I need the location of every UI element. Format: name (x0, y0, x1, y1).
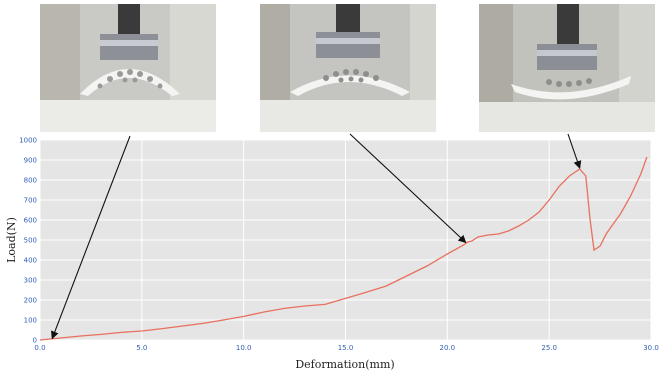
y-tick-label: 500 (24, 237, 37, 245)
y-tick-label: 700 (24, 197, 37, 205)
y-axis-label: Load(N) (5, 217, 18, 263)
grid (39, 139, 652, 341)
x-tick-labels: 0.0 5.0 10.0 15.0 20.0 25.0 30.0 (34, 344, 658, 352)
y-tick-label: 1000 (19, 137, 37, 145)
y-tick-label: 100 (24, 317, 37, 325)
y-tick-label: 300 (24, 277, 37, 285)
arrow (50, 135, 131, 340)
x-tick-label: 15.0 (338, 344, 354, 352)
photo-peak-drawing (479, 4, 655, 132)
y-tick-label: 200 (24, 297, 37, 305)
x-tick-label: 10.0 (236, 344, 252, 352)
y-tick-label: 0 (33, 337, 37, 345)
photo-start-drawing (40, 4, 216, 132)
y-tick-label: 400 (24, 257, 37, 265)
x-axis-label: Deformation(mm) (295, 358, 394, 371)
y-tick-label: 900 (24, 157, 37, 165)
y-tick-label: 600 (24, 217, 37, 225)
photo-mid-drawing (260, 4, 436, 132)
x-tick-label: 25.0 (541, 344, 557, 352)
compression-photo-mid (260, 4, 436, 132)
arrow (349, 133, 467, 244)
arrow (567, 133, 582, 169)
series-line (39, 156, 648, 341)
compression-photo-start (40, 4, 216, 132)
x-tick-label: 30.0 (643, 344, 659, 352)
x-tick-label: 0.0 (34, 344, 45, 352)
arrows (50, 133, 582, 340)
series-layer (39, 156, 648, 341)
y-tick-labels: 0 100 200 300 400 500 600 700 800 900 1000 (19, 137, 37, 345)
x-tick-label: 5.0 (136, 344, 147, 352)
x-tick-label: 20.0 (440, 344, 456, 352)
compression-photo-peak (479, 4, 655, 132)
y-tick-label: 800 (24, 177, 37, 185)
